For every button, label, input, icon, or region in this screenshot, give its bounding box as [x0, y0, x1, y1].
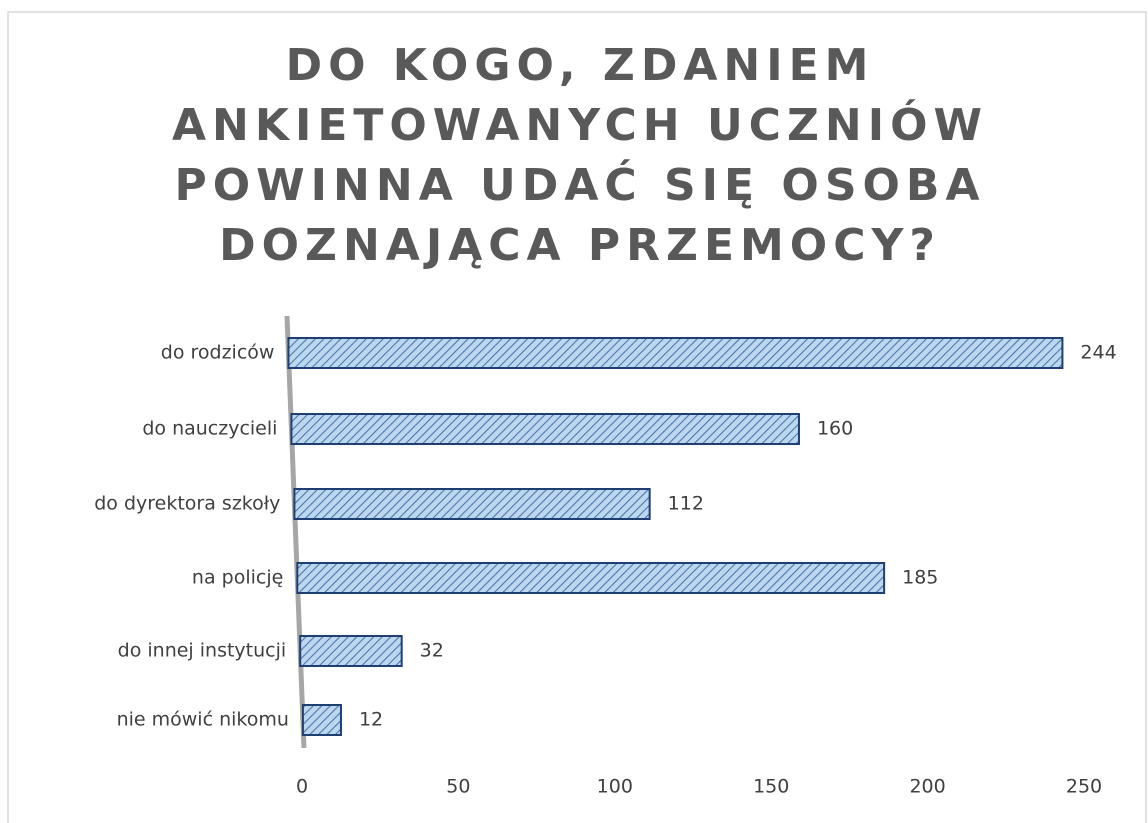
bar [287, 337, 1064, 369]
x-tick-label: 200 [909, 776, 945, 798]
x-tick-label: 150 [753, 776, 789, 798]
bar [290, 413, 800, 445]
chart-title: POWINNA UDAĆ SIĘ OSOBA [174, 158, 985, 211]
y-tick-label: do rodziców [161, 342, 275, 364]
y-tick-label: do dyrektora szkoły [94, 493, 280, 515]
bar [299, 635, 403, 667]
y-tick-label: na policję [192, 567, 283, 589]
x-tick-label: 100 [597, 776, 633, 798]
data-label: 160 [817, 418, 853, 440]
chart-title: DOZNAJĄCA PRZEMOCY? [219, 220, 941, 271]
bar [293, 488, 651, 520]
bar [296, 562, 886, 594]
chart-title: DO KOGO, ZDANIEM [286, 40, 875, 91]
data-label: 12 [359, 709, 383, 731]
chart-title: ANKIETOWANYCH UCZNIÓW [172, 98, 988, 151]
x-tick-label: 50 [446, 776, 470, 798]
data-label: 32 [420, 640, 444, 662]
axis-line [284, 315, 307, 749]
y-tick-label: nie mówić nikomu [117, 709, 289, 731]
y-tick-label: do nauczycieli [142, 418, 277, 440]
y-tick-label: do innej instytucji [118, 640, 287, 662]
bar [301, 704, 342, 736]
chart-frame [7, 11, 1147, 823]
x-tick-label: 250 [1066, 776, 1102, 798]
x-tick-label: 0 [296, 776, 308, 798]
data-label: 244 [1080, 342, 1116, 364]
data-label: 112 [668, 493, 704, 515]
data-label: 185 [902, 567, 938, 589]
